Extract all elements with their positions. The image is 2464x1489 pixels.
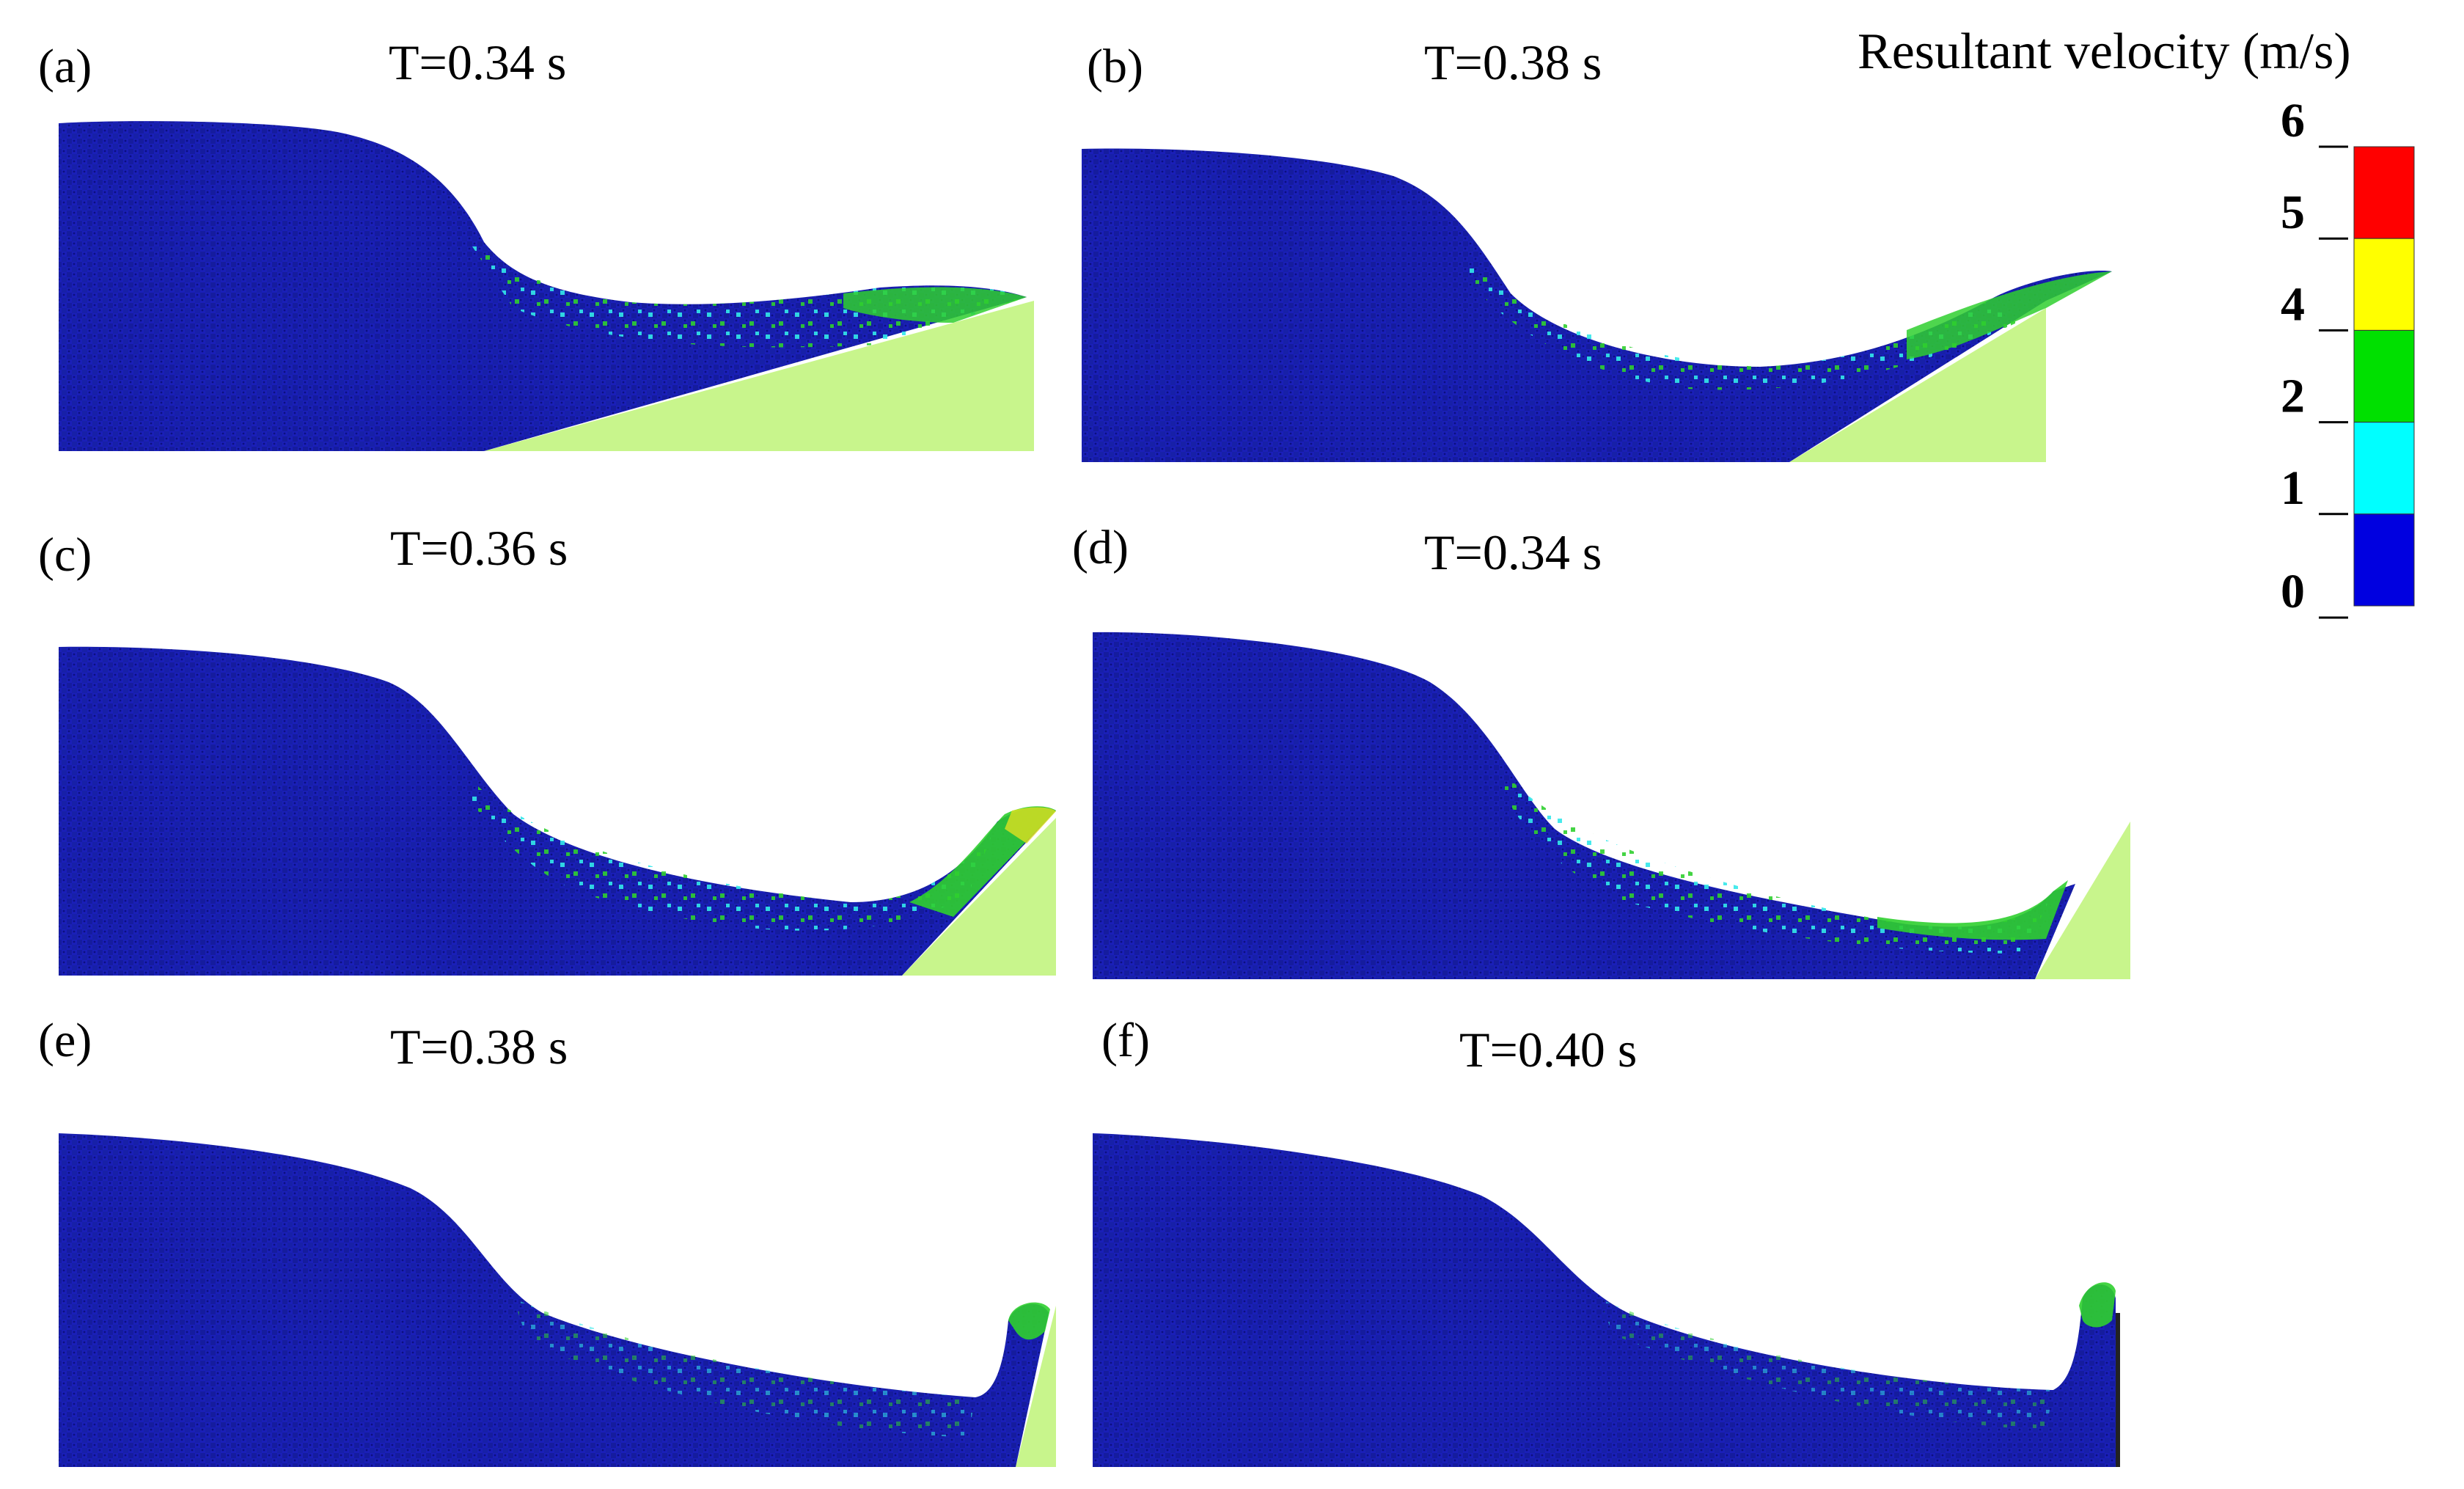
legend-tick-label: 1: [2281, 461, 2305, 515]
legend-tick-label: 2: [2281, 370, 2305, 423]
legend-bin: [2353, 329, 2415, 423]
panel-time: T=0.38 s: [1424, 34, 1602, 90]
panel-time: T=0.34 s: [1424, 524, 1602, 580]
legend-bin: [2353, 513, 2415, 607]
wall: [2116, 1313, 2120, 1467]
surface-fast-layer: [1599, 1298, 2053, 1430]
ramp: [1789, 308, 2046, 462]
legend-title: Resultant velocity (m/s): [1858, 23, 2351, 80]
surface-fast-layer: [469, 778, 997, 931]
panel-label: (d): [1072, 521, 1129, 574]
panel-b: (b) T=0.38 s: [1082, 34, 2112, 463]
panel-time: T=0.38 s: [390, 1019, 568, 1075]
front-green: [1907, 271, 2112, 359]
legend-tick-label: 0: [2281, 565, 2305, 618]
particle-mass: [59, 646, 1056, 976]
surface-fast-layer: [1467, 257, 2017, 390]
front-yellow: [1005, 807, 1056, 844]
panel-time: T=0.34 s: [389, 34, 566, 90]
legend-tick-label: 4: [2281, 277, 2305, 331]
particle-mass: [1093, 632, 2075, 979]
panel-d: (d) T=0.34 s: [1072, 521, 2130, 979]
panel-e: (e) T=0.38 s: [38, 1014, 1056, 1467]
legend-bin: [2353, 422, 2415, 515]
legend-ticks: 6 5 4 2 1 0: [2281, 94, 2348, 619]
ramp: [1016, 1306, 1056, 1467]
front-green: [1877, 880, 2068, 940]
legend-bin: [2353, 238, 2415, 331]
ramp: [2035, 822, 2130, 979]
panel-f: (f) T=0.40 s: [1093, 1014, 2120, 1467]
legend-color-bar: [2353, 146, 2415, 607]
panel-label: (c): [38, 528, 92, 582]
ramp: [902, 818, 1056, 976]
panel-label: (f): [1101, 1014, 1150, 1067]
panel-label: (a): [38, 40, 92, 93]
panel-c: (c) T=0.36 s: [38, 520, 1056, 976]
panel-a: (a) T=0.34 s: [38, 34, 1034, 451]
front-green: [2079, 1282, 2116, 1328]
legend-tick-label: 6: [2281, 94, 2305, 147]
panel-label: (e): [38, 1014, 92, 1067]
panel-time: T=0.36 s: [390, 520, 568, 576]
legend-tick-label: 5: [2281, 186, 2305, 239]
front-green: [1008, 1302, 1050, 1340]
front-green: [843, 287, 1027, 323]
legend-bin: [2353, 146, 2415, 239]
particle-mass: [1082, 148, 2112, 463]
surface-fast-layer: [513, 1298, 975, 1438]
legend: Resultant velocity (m/s) 6 5 4 2 1 0: [1858, 23, 2415, 619]
panel-time: T=0.40 s: [1459, 1022, 1637, 1078]
panel-label: (b): [1087, 40, 1143, 93]
